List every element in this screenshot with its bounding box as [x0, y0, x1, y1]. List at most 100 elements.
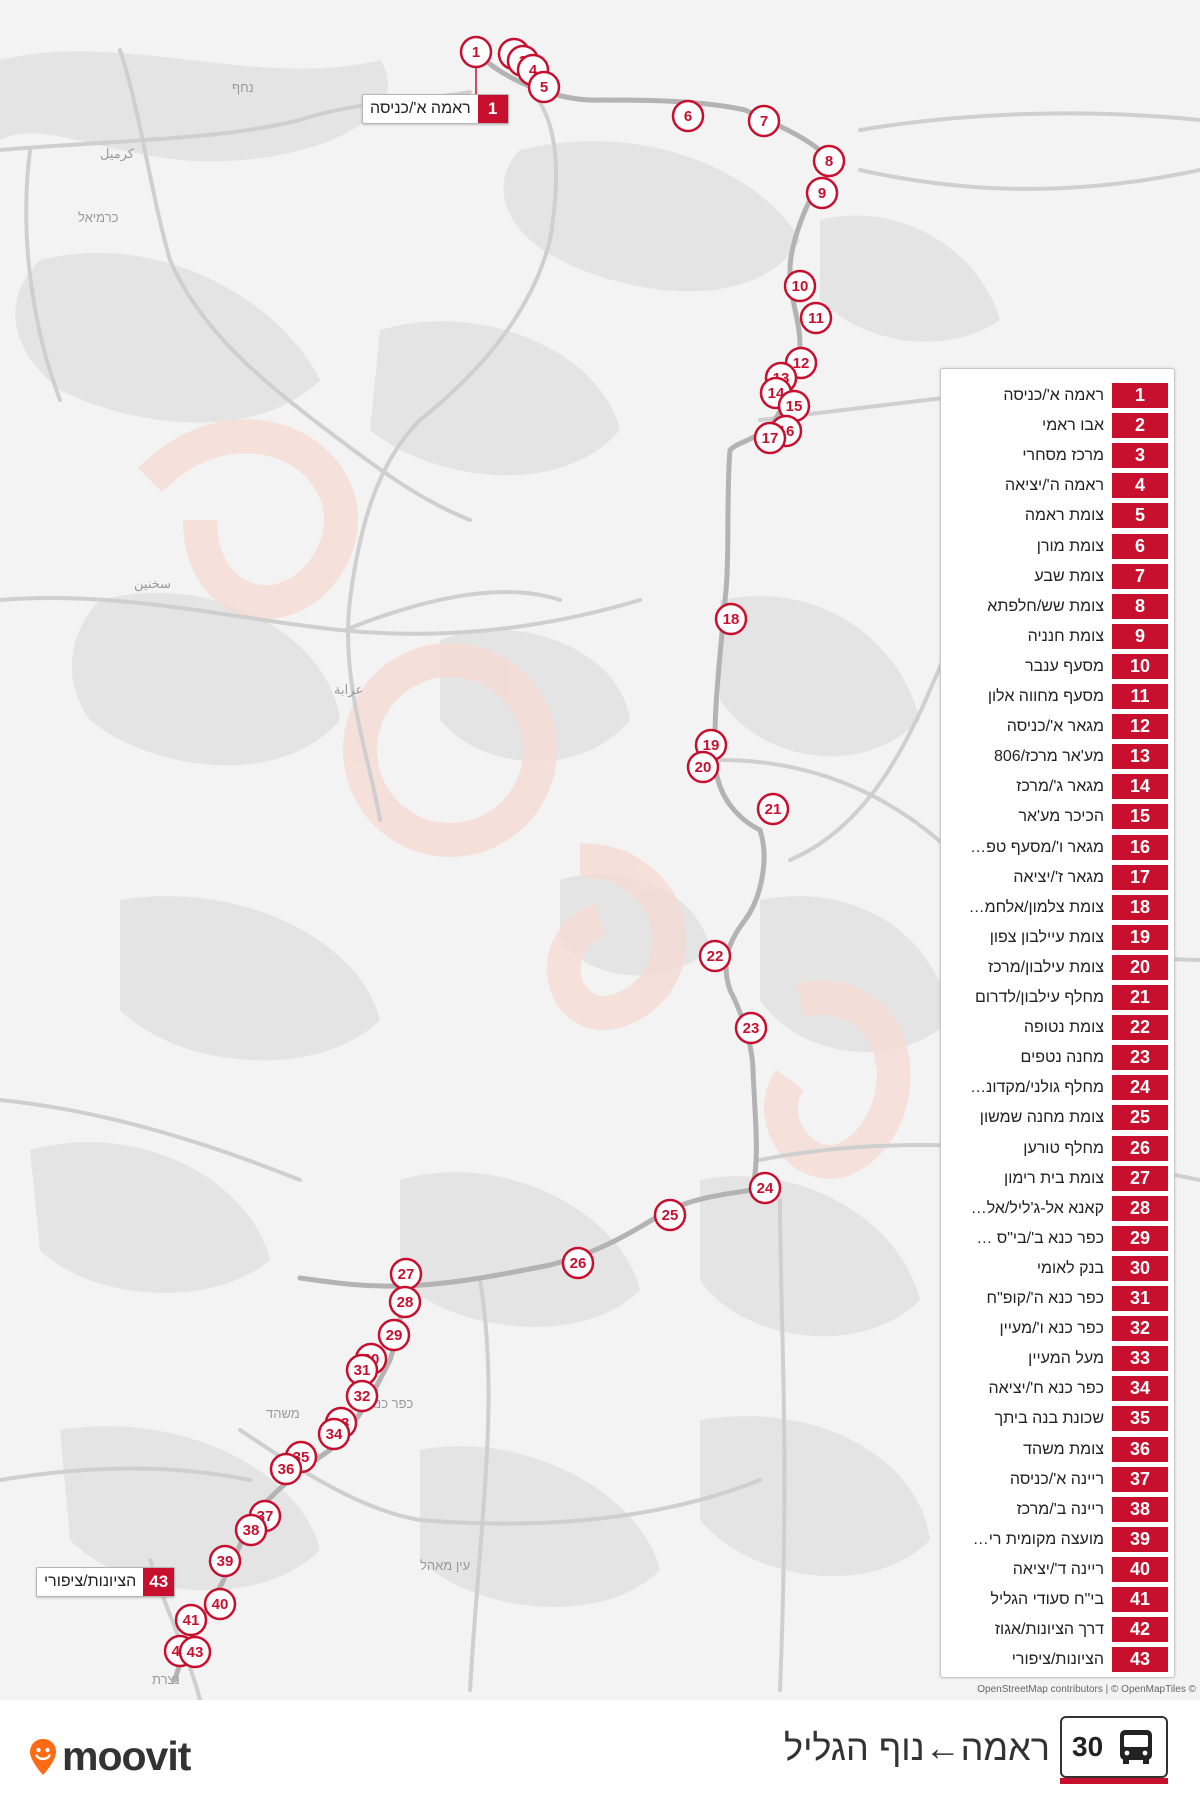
start-stop-callout[interactable]: 1 ראמה א'/כניסה: [362, 94, 509, 124]
legend-row-18[interactable]: 18 צומת צלמון/אלחמ…: [941, 892, 1174, 922]
stop-marker-17[interactable]: 17: [753, 421, 787, 455]
stop-marker-23[interactable]: 23: [734, 1011, 768, 1045]
stop-marker-36[interactable]: 36: [269, 1452, 303, 1486]
legend-row-14[interactable]: 14 מגאר ג'/מרכז: [941, 771, 1174, 801]
stop-marker-10[interactable]: 10: [783, 269, 817, 303]
stop-marker-41[interactable]: 41: [174, 1603, 208, 1637]
legend-row-11[interactable]: 11 מסעף מחווה אלון: [941, 681, 1174, 711]
legend-row-24[interactable]: 24 מחלף גולני/מקדונ…: [941, 1072, 1174, 1102]
stop-marker-9[interactable]: 9: [805, 176, 839, 210]
legend-row-32[interactable]: 32 כפר כנא ו'/מעיין: [941, 1313, 1174, 1343]
legend-row-41[interactable]: 41 בי"ח סעודי הגליל: [941, 1584, 1174, 1614]
legend-stop-number: 17: [1112, 864, 1168, 890]
legend-row-23[interactable]: 23 מחנה נטפים: [941, 1042, 1174, 1072]
legend-stop-number: 35: [1112, 1406, 1168, 1432]
legend-row-27[interactable]: 27 צומת בית רימון: [941, 1163, 1174, 1193]
legend-row-36[interactable]: 36 צומת משהד: [941, 1434, 1174, 1464]
stops-legend[interactable]: 1 ראמה א'/כניסה 2 אבו ראמי 3 מרכז מסחרי 4 ראמה …: [940, 368, 1175, 1678]
legend-row-10[interactable]: 10 מסעף ענבר: [941, 651, 1174, 681]
legend-row-13[interactable]: 13 מע'אר מרכז/806: [941, 741, 1174, 771]
legend-row-31[interactable]: 31 כפר כנא ה'/קופ"ח: [941, 1283, 1174, 1313]
legend-row-2[interactable]: 2 אבו ראמי: [941, 410, 1174, 440]
stop-marker-label: 38: [243, 1522, 260, 1539]
legend-row-34[interactable]: 34 כפר כנא ח'/יציאה: [941, 1373, 1174, 1403]
legend-row-6[interactable]: 6 צומת מורן: [941, 531, 1174, 561]
stop-marker-28[interactable]: 28: [388, 1285, 422, 1319]
legend-stop-number: 34: [1112, 1376, 1168, 1402]
legend-stop-name: צומת עילבון/מרכז: [988, 958, 1104, 976]
legend-row-17[interactable]: 17 מגאר ז'/יציאה: [941, 862, 1174, 892]
stop-marker-label: 1: [472, 44, 480, 61]
stop-marker-5[interactable]: 5: [527, 70, 561, 104]
legend-row-35[interactable]: 35 שכונת בנה ביתך: [941, 1403, 1174, 1433]
stop-marker-15[interactable]: 15: [777, 389, 811, 423]
legend-row-30[interactable]: 30 בנק לאומי: [941, 1253, 1174, 1283]
legend-row-43[interactable]: 43 הציונות/ציפורי: [941, 1644, 1174, 1674]
end-stop-callout[interactable]: 43 הציונות/ציפורי: [36, 1567, 176, 1597]
legend-row-9[interactable]: 9 צומת חנניה: [941, 621, 1174, 651]
legend-row-25[interactable]: 25 צומת מחנה שמשון: [941, 1102, 1174, 1132]
stop-marker-24[interactable]: 24: [748, 1171, 782, 1205]
legend-row-42[interactable]: 42 דרך הציונות/אגוז: [941, 1614, 1174, 1644]
stop-marker-18[interactable]: 18: [714, 602, 748, 636]
legend-row-3[interactable]: 3 מרכז מסחרי: [941, 440, 1174, 470]
legend-row-4[interactable]: 4 ראמה ה'/יציאה: [941, 470, 1174, 500]
stop-marker-8[interactable]: 8: [812, 144, 846, 178]
stop-marker-39[interactable]: 39: [208, 1544, 242, 1578]
legend-row-28[interactable]: 28 קאנא אל-ג'ליל/אל…: [941, 1193, 1174, 1223]
stop-marker-32[interactable]: 32: [345, 1379, 379, 1413]
legend-row-7[interactable]: 7 צומת שבע: [941, 561, 1174, 591]
legend-row-12[interactable]: 12 מגאר א'/כניסה: [941, 711, 1174, 741]
stop-marker-label: 17: [762, 430, 779, 447]
moovit-logo[interactable]: moovit: [28, 1733, 191, 1780]
stop-marker-26[interactable]: 26: [561, 1246, 595, 1280]
legend-row-5[interactable]: 5 צומת ראמה: [941, 500, 1174, 530]
stop-marker-40[interactable]: 40: [203, 1587, 237, 1621]
legend-row-8[interactable]: 8 צומת שש/חלפתא: [941, 591, 1174, 621]
stop-marker-29[interactable]: 29: [377, 1318, 411, 1352]
stop-marker-27[interactable]: 27: [389, 1257, 423, 1291]
stop-marker-31[interactable]: 31: [345, 1353, 379, 1387]
stop-marker-11[interactable]: 11: [799, 301, 833, 335]
place-label-ein-mahil: עין מאהל: [420, 1558, 470, 1573]
map-attribution[interactable]: OpenStreetMap contributors | © OpenMapTi…: [977, 1684, 1196, 1695]
stop-marker-43[interactable]: 43: [178, 1635, 212, 1669]
stop-marker-20[interactable]: 20: [686, 750, 720, 784]
legend-stop-number: 9: [1112, 623, 1168, 649]
end-stop-name: הציונות/ציפורי: [44, 1573, 137, 1590]
legend-row-19[interactable]: 19 צומת עיילבון צפון: [941, 922, 1174, 952]
legend-row-26[interactable]: 26 מחלף טורען: [941, 1133, 1174, 1163]
legend-stop-number: 31: [1112, 1286, 1168, 1311]
legend-row-15[interactable]: 15 הכיכר מע'אר: [941, 801, 1174, 831]
stop-marker-22[interactable]: 22: [698, 939, 732, 973]
stop-marker-25[interactable]: 25: [653, 1198, 687, 1232]
legend-row-33[interactable]: 33 מעל המעיין: [941, 1343, 1174, 1373]
legend-row-22[interactable]: 22 צומת נטופה: [941, 1012, 1174, 1042]
legend-stop-number: 39: [1112, 1526, 1168, 1552]
stop-marker-21[interactable]: 21: [756, 792, 790, 826]
legend-row-37[interactable]: 37 ריינה א'/כניסה: [941, 1464, 1174, 1494]
route-badge: 30: [1060, 1716, 1168, 1784]
legend-row-1[interactable]: 1 ראמה א'/כניסה: [941, 380, 1174, 410]
stop-marker-38[interactable]: 38: [234, 1513, 268, 1547]
bus-icon: [1120, 1730, 1152, 1764]
legend-row-21[interactable]: 21 מחלף עילבון/לדרום: [941, 982, 1174, 1012]
stop-marker-6[interactable]: 6: [671, 99, 705, 133]
legend-row-16[interactable]: 16 מגאר ו'/מסעף טפ…: [941, 832, 1174, 862]
legend-row-29[interactable]: 29 כפר כנא ב'/בי"ס …: [941, 1223, 1174, 1253]
moovit-pin-icon: [30, 1738, 56, 1775]
legend-stop-name: מגאר א'/כניסה: [1006, 718, 1104, 736]
legend-row-39[interactable]: 39 מועצה מקומית רי…: [941, 1524, 1174, 1554]
legend-stop-name: בנק לאומי: [1036, 1259, 1104, 1277]
stop-marker-label: 4: [529, 62, 538, 79]
legend-row-40[interactable]: 40 ריינה ד'/יציאה: [941, 1554, 1174, 1584]
stop-marker-label: 18: [723, 611, 740, 628]
stop-marker-7[interactable]: 7: [747, 104, 781, 138]
legend-stop-name: צומת מחנה שמשון: [979, 1109, 1104, 1127]
stop-marker-1[interactable]: 1: [459, 35, 493, 69]
legend-row-20[interactable]: 20 צומת עילבון/מרכז: [941, 952, 1174, 982]
stop-marker-34[interactable]: 34: [317, 1417, 351, 1451]
legend-stop-name: כפר כנא ה'/קופ"ח: [986, 1290, 1104, 1307]
legend-row-38[interactable]: 38 ריינה ב'/מרכז: [941, 1494, 1174, 1524]
legend-stop-number: 28: [1112, 1195, 1168, 1221]
